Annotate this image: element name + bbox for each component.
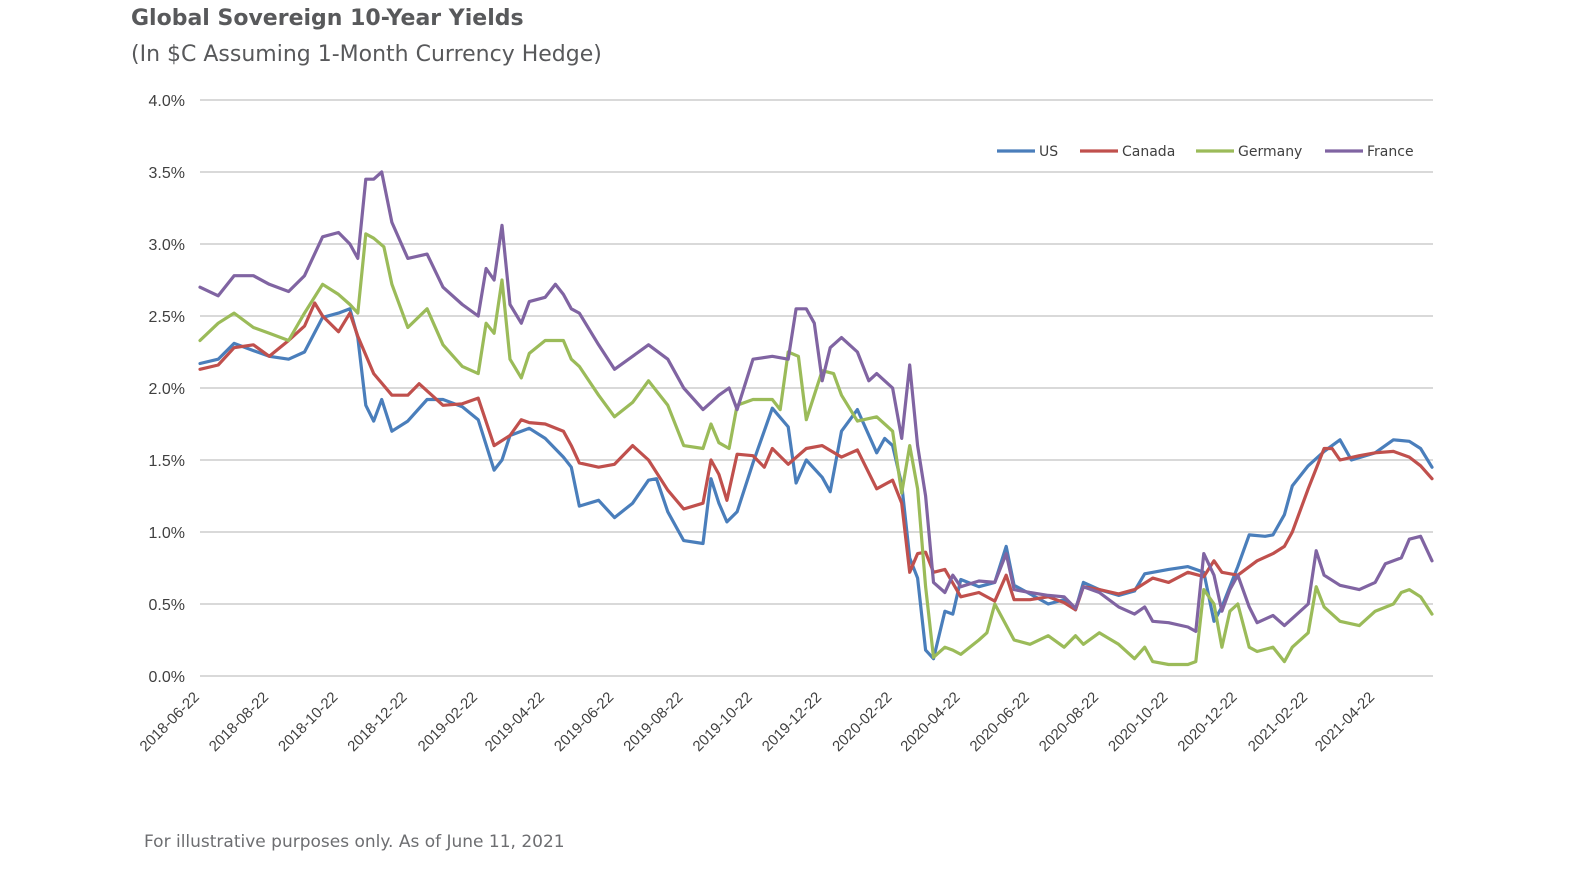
- x-tick-label: 2018-06-22: [137, 689, 203, 755]
- x-tick-label: 2020-04-22: [897, 689, 963, 755]
- y-axis-ticks: 0.0% 0.5% 1.0% 1.5% 2.0% 2.5% 3.0% 3.5% 4.0%: [149, 93, 185, 686]
- y-tick-label: 1.5%: [149, 453, 185, 470]
- gridlines: [200, 99, 1433, 677]
- series-line-germany: [198, 232, 1434, 667]
- legend: US Canada Germany France: [997, 144, 1414, 160]
- legend-label-us: US: [1039, 144, 1058, 160]
- series-line-france: [198, 170, 1434, 634]
- x-tick-label: 2020-02-22: [829, 689, 895, 755]
- legend-label-germany: Germany: [1238, 144, 1302, 160]
- legend-label-canada: Canada: [1122, 144, 1175, 160]
- series-lines: [198, 170, 1434, 667]
- x-tick-label: 2019-04-22: [482, 689, 548, 755]
- series-line-canada: [198, 301, 1434, 612]
- x-tick-label: 2020-10-22: [1105, 689, 1171, 755]
- x-tick-label: 2020-06-22: [967, 689, 1033, 755]
- y-tick-label: 2.0%: [149, 381, 185, 398]
- chart-subtitle: (In $C Assuming 1-Month Currency Hedge): [131, 42, 602, 67]
- x-tick-label: 2019-12-22: [759, 689, 825, 755]
- x-tick-label: 2018-08-22: [206, 689, 272, 755]
- x-tick-label: 2019-06-22: [551, 689, 617, 755]
- chart-title: Global Sovereign 10-Year Yields: [131, 6, 524, 31]
- y-tick-label: 1.0%: [149, 525, 185, 542]
- y-tick-label: 2.5%: [149, 309, 185, 326]
- x-tick-label: 2018-10-22: [275, 689, 341, 755]
- y-tick-label: 0.5%: [149, 597, 185, 614]
- y-tick-label: 3.0%: [149, 237, 185, 254]
- x-tick-label: 2021-04-22: [1312, 689, 1378, 755]
- x-axis-ticks: 2018-06-22 2018-08-22 2018-10-22 2018-12-22…: [137, 689, 1379, 755]
- x-tick-label: 2019-08-22: [620, 689, 686, 755]
- x-tick-label: 2021-02-22: [1245, 689, 1311, 755]
- x-tick-label: 2018-12-22: [344, 689, 410, 755]
- footnote: For illustrative purposes only. As of Ju…: [144, 832, 565, 852]
- x-tick-label: 2019-10-22: [690, 689, 756, 755]
- x-tick-label: 2019-02-22: [415, 689, 481, 755]
- legend-label-france: France: [1367, 144, 1414, 160]
- y-tick-label: 0.0%: [149, 669, 185, 686]
- x-tick-label: 2020-08-22: [1036, 689, 1102, 755]
- series-line-us: [198, 307, 1434, 661]
- y-tick-label: 3.5%: [149, 165, 185, 182]
- x-tick-label: 2020-12-22: [1174, 689, 1240, 755]
- y-tick-label: 4.0%: [149, 93, 185, 110]
